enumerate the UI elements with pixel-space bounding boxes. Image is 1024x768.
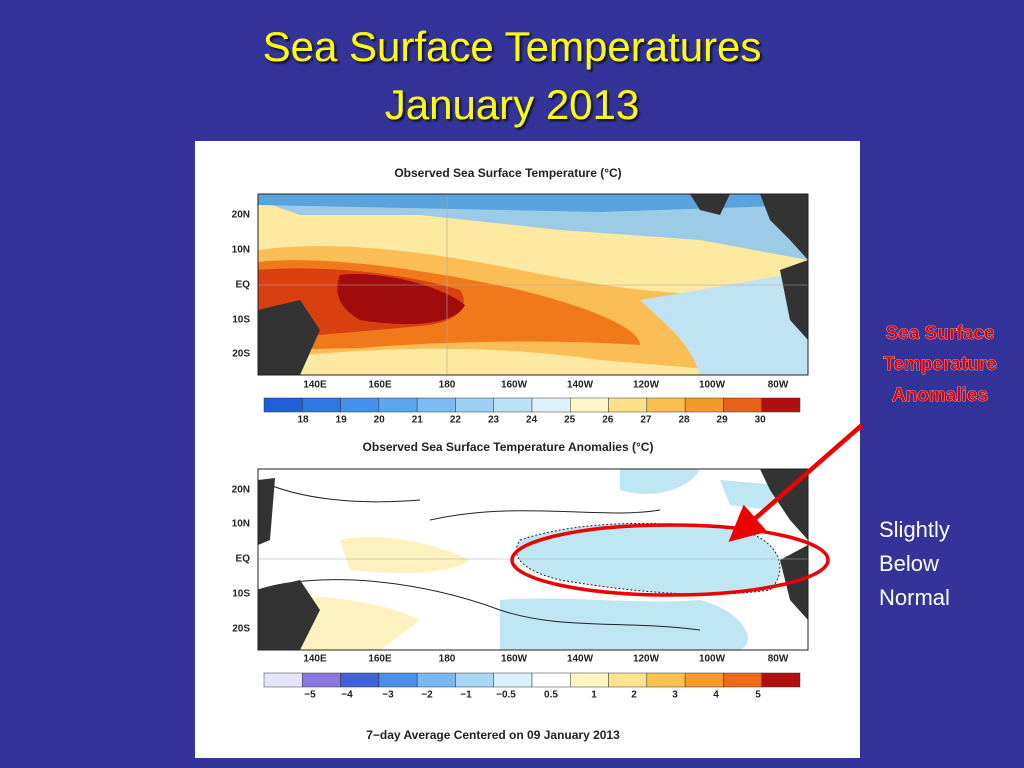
lat-label: 20S [232, 624, 250, 635]
colorbar-cell [493, 397, 533, 413]
colorbar-label: 20 [374, 415, 386, 426]
colorbar-cell [302, 397, 341, 413]
lon-label: 160W [501, 654, 528, 665]
colorbar-label: 4 [713, 690, 719, 701]
lon-label: 140W [567, 380, 594, 391]
lon-label: 160E [368, 654, 392, 665]
colorbar-cell [723, 672, 762, 688]
lon-label: 80W [768, 654, 789, 665]
lon-label: 80W [768, 380, 789, 391]
colorbar-cell [570, 397, 609, 413]
colorbar-label: 21 [412, 415, 424, 426]
colorbar-cell [455, 672, 494, 688]
colorbar-label: −0.5 [496, 690, 516, 701]
lat-label: 10S [232, 589, 250, 600]
colorbar-cell [416, 672, 456, 688]
lat-label: EQ [236, 554, 251, 565]
colorbar-cell [455, 397, 494, 413]
colorbar-cell [684, 397, 724, 413]
lon-label: 120W [633, 380, 660, 391]
colorbar-label: −3 [382, 690, 394, 701]
colorbar-cell [646, 672, 686, 688]
colorbar-label: 23 [488, 415, 500, 426]
colorbar-label: 27 [640, 415, 652, 426]
colorbar-label: 29 [717, 415, 729, 426]
lon-label: 140E [303, 380, 327, 391]
colorbar-cell [302, 672, 341, 688]
figure-footer: 7−day Average Centered on 09 January 201… [366, 728, 620, 742]
colorbar-label: −1 [460, 690, 472, 701]
note-text: Below [879, 551, 939, 576]
colorbar-label: 3 [672, 690, 678, 701]
colorbar-cell [416, 397, 456, 413]
lon-label: 100W [699, 380, 726, 391]
anomaly-label: Sea Surface [886, 323, 995, 344]
colorbar-cell [608, 672, 648, 688]
colorbar-cell [378, 397, 418, 413]
colorbar-cell [340, 672, 380, 688]
colorbar-label: −4 [341, 690, 353, 701]
colorbar-cell [570, 672, 609, 688]
colorbar-cell [761, 397, 801, 413]
colorbar-label: 26 [602, 415, 614, 426]
lat-label: 10N [232, 519, 250, 530]
colorbar-label: 22 [450, 415, 462, 426]
lat-label: EQ [236, 280, 251, 291]
arrow [728, 423, 864, 542]
lon-label: 180 [439, 654, 456, 665]
colorbar-cell [378, 672, 418, 688]
colorbar-label: 30 [755, 415, 767, 426]
colorbar-label: −2 [421, 690, 433, 701]
colorbar-cell [608, 397, 648, 413]
lat-label: 10N [232, 245, 250, 256]
map-title: Observed Sea Surface Temperature Anomali… [363, 440, 654, 454]
lat-label: 10S [232, 315, 250, 326]
lat-label: 20N [232, 485, 250, 496]
colorbar-cell [531, 397, 571, 413]
slide-subtitle: January 2013 [385, 81, 640, 128]
lon-label: 180 [439, 380, 456, 391]
colorbar-label: 5 [755, 690, 761, 701]
anomaly-label: Temperature [883, 354, 997, 375]
lon-label: 100W [699, 654, 726, 665]
lat-label: 20S [232, 349, 250, 360]
colorbar-cell [646, 397, 686, 413]
colorbar-cell [263, 397, 303, 413]
colorbar-cell [263, 672, 303, 688]
highlight-ellipse [510, 523, 830, 597]
lat-label: 20N [232, 210, 250, 221]
sst-map [257, 193, 809, 376]
lon-label: 120W [633, 654, 660, 665]
colorbar-label: −5 [304, 690, 316, 701]
slide-title: Sea Surface Temperatures [263, 23, 762, 70]
colorbar-label: 0.5 [544, 690, 558, 701]
colorbar-cell [340, 397, 380, 413]
note-text: Slightly [879, 517, 950, 542]
lon-label: 140W [567, 654, 594, 665]
lon-label: 160W [501, 380, 528, 391]
colorbar-label: 24 [526, 415, 538, 426]
colorbar-cell [723, 397, 762, 413]
colorbar-label: 25 [564, 415, 576, 426]
lon-label: 160E [368, 380, 392, 391]
colorbar-label: 19 [336, 415, 348, 426]
colorbar-cell [493, 672, 533, 688]
note-text: Normal [879, 585, 950, 610]
lon-label: 140E [303, 654, 327, 665]
colorbar-cell [531, 672, 571, 688]
colorbar-label: 28 [678, 415, 690, 426]
map-title: Observed Sea Surface Temperature (°C) [394, 166, 621, 180]
colorbar-cell [684, 672, 724, 688]
colorbar-label: 1 [591, 690, 597, 701]
colorbar-cell [761, 672, 801, 688]
colorbar-label: 18 [297, 415, 309, 426]
sst-anomaly-map [257, 468, 809, 651]
colorbar-label: 2 [631, 690, 637, 701]
anomaly-label: Anomalies [892, 385, 988, 406]
